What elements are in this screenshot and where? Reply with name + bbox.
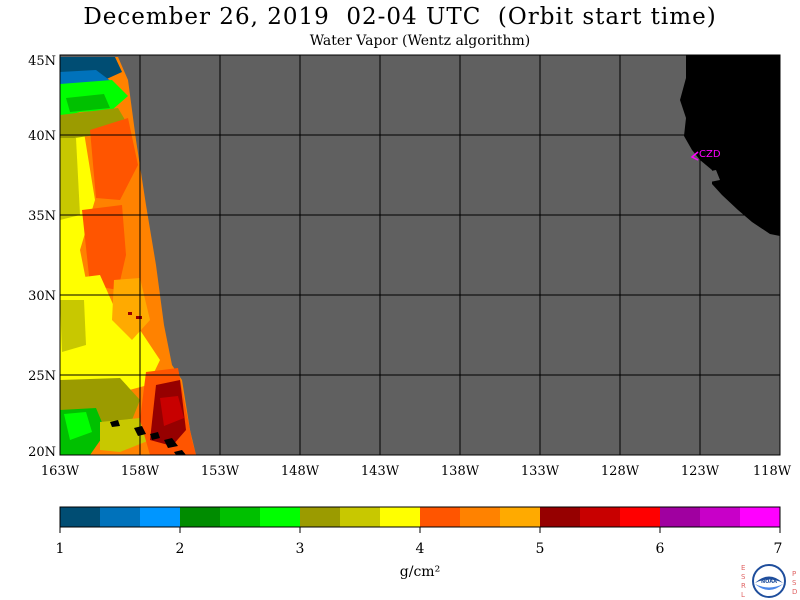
noaa-logo: E S R L P S D NOAA bbox=[741, 564, 797, 599]
colorbar-tick-label: 4 bbox=[416, 541, 425, 557]
noaa-wave-icon bbox=[755, 584, 783, 590]
swath-south-crimson bbox=[160, 396, 184, 426]
lat-label: 30N bbox=[28, 289, 56, 304]
lon-label: 138W bbox=[441, 464, 480, 479]
logo-right-letters: P S D bbox=[792, 570, 797, 596]
colorbar-cell bbox=[740, 507, 781, 527]
swath-olive-north bbox=[60, 108, 128, 140]
logo-letter: L bbox=[741, 591, 745, 599]
lon-label: 163W bbox=[41, 464, 80, 479]
colorbar-tick-label: 5 bbox=[536, 541, 545, 557]
lon-label: 123W bbox=[681, 464, 720, 479]
logo-letter: P bbox=[792, 570, 796, 578]
colorbar-unit: g/cm² bbox=[400, 564, 440, 580]
speck-2 bbox=[128, 312, 132, 315]
logo-letter: S bbox=[792, 579, 797, 587]
colorbar-cell bbox=[500, 507, 541, 527]
lon-label: 133W bbox=[521, 464, 560, 479]
colorbar-cell bbox=[220, 507, 261, 527]
lat-label: 20N bbox=[28, 445, 56, 460]
colorbar-tick-label: 1 bbox=[56, 541, 65, 557]
logo-letter: R bbox=[741, 582, 746, 590]
swath-yellow-south bbox=[60, 275, 160, 392]
lon-label: 143W bbox=[361, 464, 400, 479]
island-hawaii-5 bbox=[174, 450, 186, 455]
colorbar-ticks bbox=[59, 527, 781, 533]
lat-label: 45N bbox=[28, 54, 56, 69]
logo-left-letters: E S R L bbox=[741, 564, 746, 599]
colorbar-cell bbox=[180, 507, 221, 527]
map-subtitle: Water Vapor (Wentz algorithm) bbox=[309, 33, 531, 49]
island-hawaii-1 bbox=[110, 420, 120, 427]
lat-label: 25N bbox=[28, 369, 56, 384]
colorbar-cell bbox=[460, 507, 501, 527]
logo-letter: E bbox=[741, 564, 745, 572]
colorbar-tick-label: 3 bbox=[296, 541, 305, 557]
map-title: December 26, 2019 02-04 UTC (Orbit start… bbox=[83, 4, 717, 30]
lat-label: 40N bbox=[28, 129, 56, 144]
colorbar-cell bbox=[260, 507, 301, 527]
colorbar-cell bbox=[620, 507, 661, 527]
colorbar-tick-label: 2 bbox=[176, 541, 185, 557]
noaa-emblem-icon bbox=[752, 564, 786, 598]
colorbar-cell bbox=[700, 507, 741, 527]
logo-letter: S bbox=[741, 573, 746, 581]
station-marker: CZD bbox=[690, 149, 721, 161]
swath-olive-south bbox=[60, 300, 86, 352]
latitude-labels: 45N 40N 35N 30N 25N 20N bbox=[28, 54, 56, 460]
station-label: CZD bbox=[699, 149, 721, 160]
longitude-labels: 163W 158W 153W 148W 143W 138W 133W 128W … bbox=[41, 464, 792, 479]
swath-sw-lightgreen bbox=[64, 412, 92, 440]
map-frame bbox=[59, 54, 781, 456]
lon-label: 128W bbox=[601, 464, 640, 479]
colorbar-cell bbox=[100, 507, 141, 527]
swath-mid-red bbox=[82, 205, 126, 290]
colorbar-cell bbox=[60, 507, 101, 527]
colorbar-cell bbox=[380, 507, 421, 527]
colorbar-cell bbox=[340, 507, 381, 527]
noaa-bird-icon bbox=[755, 576, 783, 583]
lon-label: 148W bbox=[281, 464, 320, 479]
sf-bay bbox=[706, 170, 720, 182]
island-hawaii-3 bbox=[150, 432, 160, 440]
colorbar-cell bbox=[420, 507, 461, 527]
colorbar-tick-label: 6 bbox=[656, 541, 665, 557]
lat-label: 35N bbox=[28, 209, 56, 224]
swath-top-darkgreen bbox=[66, 94, 110, 112]
colorbar-cell bbox=[140, 507, 181, 527]
lon-label: 158W bbox=[121, 464, 160, 479]
station-icon bbox=[690, 151, 699, 161]
colorbar-cell bbox=[300, 507, 341, 527]
colorbar-cell bbox=[660, 507, 701, 527]
colorbar bbox=[60, 507, 781, 527]
swath-olive-west bbox=[60, 138, 80, 220]
colorbar-tick-label: 7 bbox=[774, 541, 783, 557]
island-hawaii-4 bbox=[164, 438, 178, 448]
colorbar-cell bbox=[540, 507, 581, 527]
logo-letter: D bbox=[792, 588, 797, 596]
grid-lines bbox=[60, 55, 780, 455]
lon-label: 118W bbox=[753, 464, 792, 479]
lon-label: 153W bbox=[201, 464, 240, 479]
speck-1 bbox=[136, 316, 142, 319]
colorbar-cell bbox=[580, 507, 621, 527]
north-america-land bbox=[680, 55, 780, 236]
noaa-text: NOAA bbox=[761, 579, 777, 585]
colorbar-tick-labels: 1 2 3 4 5 6 7 bbox=[56, 541, 783, 557]
swath-orange-core bbox=[90, 118, 138, 200]
